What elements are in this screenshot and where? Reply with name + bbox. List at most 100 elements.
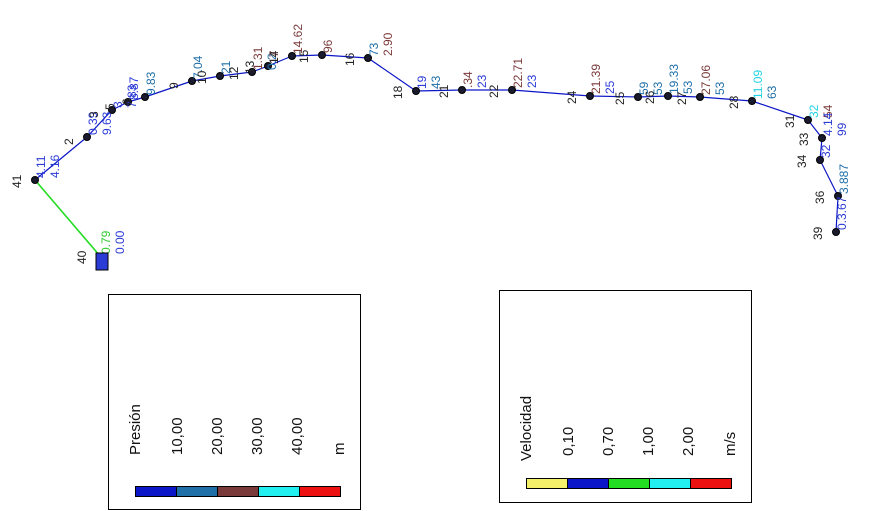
junction-node-18 [412,87,420,95]
junction-nodes [31,51,842,236]
node-value-label: 3.887 [837,164,851,194]
node-value-label: 59 [637,81,651,95]
legend-velocidad-value-4: 2,00 [680,426,697,456]
pipe-16-18 [367,57,417,92]
legend-velocidad-value-2: 0,70 [600,426,617,456]
node-value-label: 17 [267,50,281,64]
node-id-label: 26 [643,90,657,104]
velocidad-swatch-1 [527,479,568,488]
presion-swatch-2 [177,487,218,496]
node-value-label: 2.90 [381,32,395,56]
node-value-label: 14.62 [291,24,305,54]
junction-node-13 [264,62,272,70]
legend-presion-value-2: 20,00 [209,417,226,455]
junction-node-15 [318,51,326,59]
pipe-36-39 [835,195,839,233]
legend-velocidad-value-1: 0,10 [560,426,577,456]
node-id-label: 2 [62,138,76,145]
node-id-label: 12 [227,66,241,80]
legend-presion-value-4: 40,00 [289,417,306,455]
pipe-26-27 [667,95,701,98]
node-value-label: 32 [819,144,833,158]
legend-presion-unit: m [331,442,348,456]
node-value-label: 4.16 [48,154,62,178]
node-value-label: 9.63 [100,111,114,135]
junction-node-24 [586,92,594,100]
node-value-label: 53 [651,81,665,95]
node-value-label: 32 [807,104,821,118]
node-id-label: 6 [120,98,134,105]
legend-velocidad-title: Velocidad [518,395,535,461]
node-id-label: 34 [795,154,809,168]
junction-node-5 [124,98,132,106]
legend-presion-colorbar [135,486,341,497]
node-id-label: 22 [487,84,501,98]
node-id-label: 10 [195,70,209,84]
node-value-label: 23 [525,74,539,88]
junction-node-10 [216,72,224,80]
node-id-label: 40 [75,250,89,264]
node-value-label: 23 [475,74,489,88]
node-value-label: 53 [681,80,695,94]
junction-node-6 [141,93,149,101]
junction-node-12 [248,68,256,76]
node-value-label: 99 [835,122,849,136]
node-value-label: 25 [603,80,617,94]
node-value-label: 7.04 [191,55,205,79]
velocidad-swatch-4 [650,479,691,488]
node-value-label: 21.39 [589,64,603,94]
node-value-label: 0.2 [265,53,279,70]
node-id-label: 16 [343,52,357,66]
node-value-label: 22.71 [511,58,525,88]
pipe-14-15 [291,54,323,57]
junction-node-3 [108,106,116,114]
velocidad-swatch-3 [609,479,650,488]
node-value-label: 27.06 [699,65,713,95]
node-id-label: 41 [10,174,24,188]
node-value-label: 54 [821,104,835,118]
pipe-40-41 [34,179,101,257]
node-value-label: 0.00 [113,230,127,254]
node-id-label: 5 [103,103,117,110]
junction-node-41 [31,176,39,184]
legend-velocidad-colorbar [526,478,732,489]
junction-node-26 [664,92,672,100]
node-id-label: 31 [783,114,797,128]
pipe-25-26 [637,95,669,98]
pipe-10-12 [219,71,253,77]
node-value-label: 3 [111,101,125,108]
junction-node-25 [634,93,642,101]
node-id-label: 14 [267,50,281,64]
legend-velocidad-value-3: 1,00 [640,426,657,456]
junction-node-36 [834,192,842,200]
legend-presion-value-3: 30,00 [249,417,266,455]
node-id-label: 21 [437,84,451,98]
junction-node-21 [458,86,466,94]
pipe-27-28 [699,96,753,102]
pipe-34-36 [819,159,839,197]
pipe-22-24 [511,89,591,97]
pipe-41-2 [34,136,88,181]
junction-node-22 [508,86,516,94]
junction-node-28 [748,97,756,105]
reservoir-icon [95,252,109,271]
node-id-label: 24 [565,90,579,104]
presion-swatch-5 [300,487,340,496]
presion-swatch-4 [259,487,300,496]
node-value-label: .34 [461,71,475,88]
node-id-label: 9 [167,82,181,89]
node-id-label: 39 [811,226,825,240]
pipe-24-25 [589,95,639,98]
node-id-label: 15 [297,49,311,63]
pipe-7-10 [191,75,221,82]
velocidad-swatch-2 [568,479,609,488]
pipe-6-7 [144,80,193,98]
node-value-label: 19 [415,75,429,89]
node-id-label: 13 [243,60,257,74]
presion-swatch-1 [136,487,177,496]
junction-node-27 [696,93,704,101]
node-value-label: 53 [713,81,727,95]
node-value-label: 8.87 [127,76,141,100]
